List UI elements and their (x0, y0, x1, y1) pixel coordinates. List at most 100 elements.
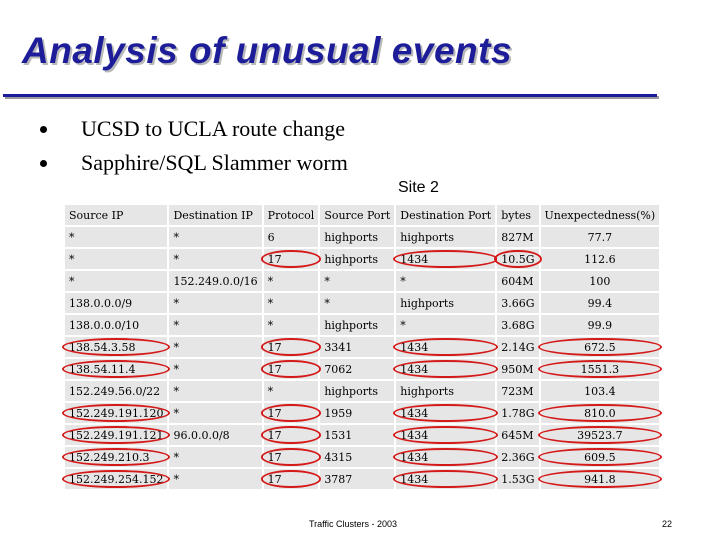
cell-unexpectedness: 609.5 (537, 447, 662, 467)
bullet-dot-icon (40, 159, 47, 167)
table-row: 138.0.0.0/9 * * * highports 3.66G 99.4 (65, 293, 660, 313)
header-protocol: Protocol (263, 205, 319, 225)
bullet-item: Sapphire/SQL Slammer worm (40, 146, 348, 180)
cell-destination-ip: * (169, 315, 262, 335)
cell-unexpectedness: 99.4 (540, 293, 660, 313)
cell-unexpectedness: 672.5 (537, 337, 662, 357)
cell-destination-port: 1434 (393, 337, 499, 357)
cell-source-ip: 138.0.0.0/9 (65, 293, 168, 313)
header-destination-ip: Destination IP (169, 205, 262, 225)
header-source-port: Source Port (320, 205, 395, 225)
cell-destination-ip: * (169, 447, 262, 467)
cell-protocol: 17 (260, 359, 321, 379)
table-row: 152.249.56.0/22 * * highports highports … (65, 381, 660, 401)
cell-unexpectedness: 941.8 (537, 469, 662, 489)
table-row: * * 17 highports 1434 10.5G 112.6 (65, 249, 660, 269)
cell-destination-port: 1434 (393, 447, 499, 467)
cell-protocol: * (263, 315, 319, 335)
cell-destination-port: highports (396, 293, 496, 313)
page-number: 22 (662, 519, 673, 529)
bullet-item: UCSD to UCLA route change (40, 112, 348, 146)
cell-source-port: * (320, 293, 395, 313)
table-row: * * 6 highports highports 827M 77.7 (65, 227, 660, 247)
table-row: 138.54.11.4 * 17 7062 1434 950M 1551.3 (61, 359, 662, 379)
cell-bytes: 3.68G (497, 315, 539, 335)
table-row: 138.0.0.0/10 * * highports * 3.68G 99.9 (65, 315, 660, 335)
cell-source-ip: * (65, 249, 168, 269)
cell-source-port: * (320, 271, 395, 291)
cell-destination-ip: * (169, 469, 262, 489)
cell-source-port: 4315 (320, 447, 395, 467)
cell-bytes: 827M (497, 227, 539, 247)
cell-unexpectedness: 39523.7 (537, 425, 662, 445)
events-table: Source IP Destination IP Protocol Source… (61, 203, 662, 491)
cell-unexpectedness: 77.7 (540, 227, 660, 247)
cell-protocol: 17 (260, 403, 321, 423)
cell-bytes: 645M (497, 425, 539, 445)
cell-destination-port: 1434 (393, 469, 499, 489)
cell-unexpectedness: 99.9 (540, 315, 660, 335)
cell-bytes: 950M (497, 359, 539, 379)
cell-source-ip: 152.249.191.120 (61, 403, 171, 423)
cell-destination-port: 1434 (393, 425, 499, 445)
cell-protocol: 17 (260, 469, 321, 489)
cell-destination-ip: * (169, 249, 262, 269)
table-row: 152.249.191.121 96.0.0.0/8 17 1531 1434 … (61, 425, 662, 445)
bullet-text: UCSD to UCLA route change (81, 116, 345, 141)
cell-unexpectedness: 103.4 (540, 381, 660, 401)
cell-source-ip: 152.249.210.3 (61, 447, 171, 467)
cell-destination-ip: 96.0.0.0/8 (169, 425, 262, 445)
slide-title: Analysis of unusual events (22, 30, 513, 71)
cell-source-ip: 138.54.3.58 (61, 337, 171, 357)
cell-source-port: highports (320, 381, 395, 401)
cell-destination-port: 1434 (393, 359, 499, 379)
cell-source-ip: 138.54.11.4 (61, 359, 171, 379)
cell-source-ip: * (65, 227, 168, 247)
cell-source-ip: 138.0.0.0/10 (65, 315, 168, 335)
title-underline (3, 94, 657, 97)
cell-destination-port: 1434 (393, 249, 499, 269)
cell-bytes: 723M (497, 381, 539, 401)
cell-unexpectedness: 810.0 (537, 403, 662, 423)
cell-destination-ip: 152.249.0.0/16 (169, 271, 262, 291)
events-table-container: Source IP Destination IP Protocol Source… (61, 203, 662, 491)
bullet-list: UCSD to UCLA route change Sapphire/SQL S… (40, 112, 348, 180)
cell-source-port: highports (320, 227, 395, 247)
cell-protocol: 17 (260, 249, 321, 269)
cell-bytes: 1.78G (497, 403, 539, 423)
cell-source-port: 7062 (320, 359, 395, 379)
site-label: Site 2 (398, 179, 439, 196)
cell-destination-ip: * (169, 227, 262, 247)
table-row: 152.249.254.152 * 17 3787 1434 1.53G 941… (61, 469, 662, 489)
cell-protocol: * (263, 381, 319, 401)
cell-destination-port: highports (396, 227, 496, 247)
cell-source-ip: * (65, 271, 168, 291)
cell-destination-ip: * (169, 293, 262, 313)
cell-unexpectedness: 1551.3 (537, 359, 662, 379)
cell-destination-ip: * (169, 337, 262, 357)
cell-source-ip: 152.249.56.0/22 (65, 381, 168, 401)
table-header-row: Source IP Destination IP Protocol Source… (65, 205, 660, 225)
header-unexpectedness: Unexpectedness(%) (540, 205, 660, 225)
bullet-dot-icon (40, 125, 47, 133)
header-destination-port: Destination Port (396, 205, 496, 225)
cell-bytes: 604M (497, 271, 539, 291)
table-row: 152.249.191.120 * 17 1959 1434 1.78G 810… (61, 403, 662, 423)
cell-source-port: 3787 (320, 469, 395, 489)
cell-destination-port: 1434 (393, 403, 499, 423)
cell-destination-ip: * (169, 381, 262, 401)
cell-unexpectedness: 112.6 (540, 249, 660, 269)
cell-protocol: 17 (260, 425, 321, 445)
footer-text: Traffic Clusters - 2003 (309, 519, 398, 529)
cell-bytes: 2.14G (497, 337, 539, 357)
cell-unexpectedness: 100 (540, 271, 660, 291)
cell-destination-ip: * (169, 403, 262, 423)
cell-bytes: 1.53G (497, 469, 539, 489)
cell-source-port: highports (320, 315, 395, 335)
cell-protocol: 6 (263, 227, 319, 247)
cell-destination-port: highports (396, 381, 496, 401)
table-row: 152.249.210.3 * 17 4315 1434 2.36G 609.5 (61, 447, 662, 467)
cell-protocol: * (263, 293, 319, 313)
cell-source-port: 3341 (320, 337, 395, 357)
cell-destination-ip: * (169, 359, 262, 379)
